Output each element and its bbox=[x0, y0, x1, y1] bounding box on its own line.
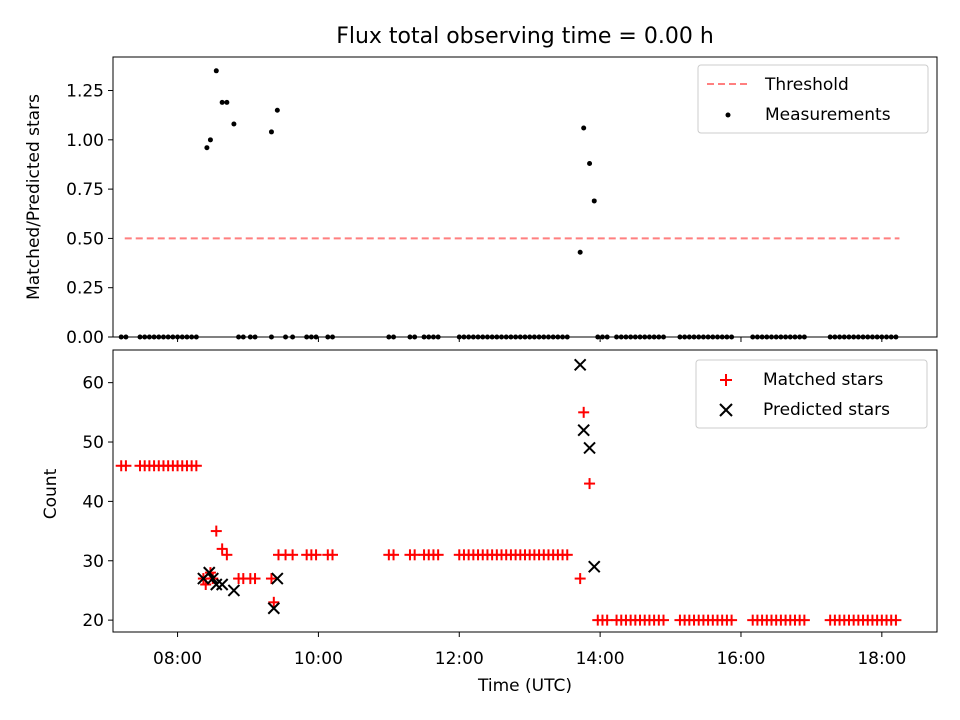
top-axes-frame bbox=[112, 56, 938, 338]
top-y-axis-label: Matched/Predicted stars bbox=[24, 94, 44, 300]
predicted-star-point bbox=[588, 560, 601, 573]
top-x-axis-ticks bbox=[177, 337, 883, 342]
measurement-point bbox=[268, 129, 274, 135]
bottom-legend: Matched stars Predicted stars bbox=[695, 359, 928, 429]
predicted-star-point bbox=[583, 441, 596, 455]
matched-star-point bbox=[578, 406, 590, 418]
bottom-y-tick-label: 40 bbox=[82, 492, 104, 512]
matched-star-point bbox=[584, 478, 596, 490]
top-y-tick-label: 1.00 bbox=[66, 131, 104, 151]
measurement-point bbox=[204, 145, 210, 151]
top-y-tick-label: 0.75 bbox=[66, 180, 104, 200]
measurement-point bbox=[591, 198, 597, 204]
bottom-legend-box bbox=[695, 359, 928, 429]
x-tick-label: 14:00 bbox=[576, 649, 625, 669]
x-tick-label: 16:00 bbox=[716, 649, 765, 669]
matched-star-point bbox=[601, 614, 613, 626]
matched-star-point bbox=[658, 614, 670, 626]
matched-star-point bbox=[310, 549, 322, 561]
matched-star-point bbox=[287, 549, 299, 561]
matched-star-point bbox=[268, 596, 280, 608]
x-tick-label: 12:00 bbox=[435, 649, 484, 669]
chart-title: Flux total observing time = 0.00 h bbox=[336, 24, 714, 49]
predicted-star-point bbox=[267, 602, 281, 615]
bottom-y-tick-label: 20 bbox=[82, 611, 104, 631]
predicted-star-point bbox=[227, 584, 241, 597]
x-tick-label: 08:00 bbox=[153, 649, 202, 669]
bottom-y-tick-label: 50 bbox=[82, 433, 104, 453]
legend-matched-swatch bbox=[720, 374, 732, 386]
bottom-y-axis: 20 30 40 50 60 bbox=[82, 374, 113, 631]
top-y-tick-label: 1.25 bbox=[66, 82, 104, 102]
bottom-x-axis: 08:00 10:00 12:00 14:00 16:00 18:00 bbox=[153, 632, 906, 669]
top-panel: 0.00 0.25 0.50 0.75 1.00 1.25 Matched/Predict… bbox=[24, 56, 938, 348]
legend-measurements-label: Measurements bbox=[765, 105, 891, 125]
top-legend-box bbox=[697, 64, 929, 134]
legend-matched-label: Matched stars bbox=[763, 370, 883, 390]
matched-star-point bbox=[221, 549, 233, 561]
measurement-point bbox=[219, 99, 225, 105]
measurement-point bbox=[274, 107, 280, 113]
legend-predicted-label: Predicted stars bbox=[763, 400, 890, 420]
x-tick-label: 10:00 bbox=[294, 649, 343, 669]
legend-threshold-label: Threshold bbox=[764, 75, 849, 95]
predicted-star-point bbox=[203, 566, 216, 579]
matched-star-point bbox=[210, 525, 222, 537]
measurement-point bbox=[231, 121, 237, 127]
matched-star-point bbox=[561, 549, 573, 561]
measurement-point bbox=[577, 249, 583, 255]
bottom-y-axis-label: Count bbox=[41, 468, 61, 519]
legend-predicted-swatch bbox=[719, 403, 733, 417]
matched-star-point bbox=[216, 543, 228, 555]
x-tick-label: 18:00 bbox=[857, 649, 906, 669]
top-y-tick-label: 0.00 bbox=[66, 328, 104, 348]
matched-star-point bbox=[120, 460, 132, 472]
predicted-star-point bbox=[215, 578, 229, 591]
matched-star-point bbox=[726, 614, 738, 626]
top-plot-marks bbox=[118, 68, 900, 340]
matched-star-point bbox=[265, 573, 277, 585]
top-y-axis: 0.00 0.25 0.50 0.75 1.00 1.25 bbox=[66, 82, 113, 348]
matched-star-point bbox=[249, 573, 261, 585]
measurement-point bbox=[581, 125, 587, 131]
bottom-panel: 20 30 40 50 60 08:00 10:00 12:00 14:00 16:00 18:0… bbox=[41, 349, 938, 696]
top-legend: Threshold Measurements bbox=[697, 64, 929, 134]
matched-star-point bbox=[574, 573, 586, 585]
measurement-point bbox=[224, 99, 230, 105]
predicted-star-point bbox=[210, 578, 223, 591]
predicted-star-point bbox=[577, 423, 590, 437]
matched-star-point bbox=[190, 460, 202, 472]
matched-star-point bbox=[432, 549, 444, 561]
predicted-star-point bbox=[271, 572, 284, 585]
matched-star-point bbox=[890, 614, 902, 626]
legend-measurements-swatch bbox=[725, 112, 731, 118]
measurement-point bbox=[587, 160, 593, 166]
matched-star-point bbox=[326, 549, 338, 561]
bottom-y-tick-label: 60 bbox=[82, 374, 104, 394]
measurement-point bbox=[213, 68, 219, 74]
measurement-point bbox=[207, 137, 213, 143]
x-axis-label: Time (UTC) bbox=[477, 676, 572, 696]
predicted-star-point bbox=[573, 358, 587, 372]
top-y-tick-label: 0.25 bbox=[66, 279, 104, 299]
bottom-axes-frame bbox=[112, 349, 938, 633]
matched-star-point bbox=[798, 614, 810, 626]
predicted-star-point bbox=[206, 572, 219, 585]
matched-star-point bbox=[388, 549, 400, 561]
top-y-tick-label: 0.50 bbox=[66, 229, 104, 249]
matched-star-point bbox=[409, 549, 421, 561]
bottom-y-tick-label: 30 bbox=[82, 552, 104, 572]
bottom-plot-marks bbox=[115, 358, 902, 626]
